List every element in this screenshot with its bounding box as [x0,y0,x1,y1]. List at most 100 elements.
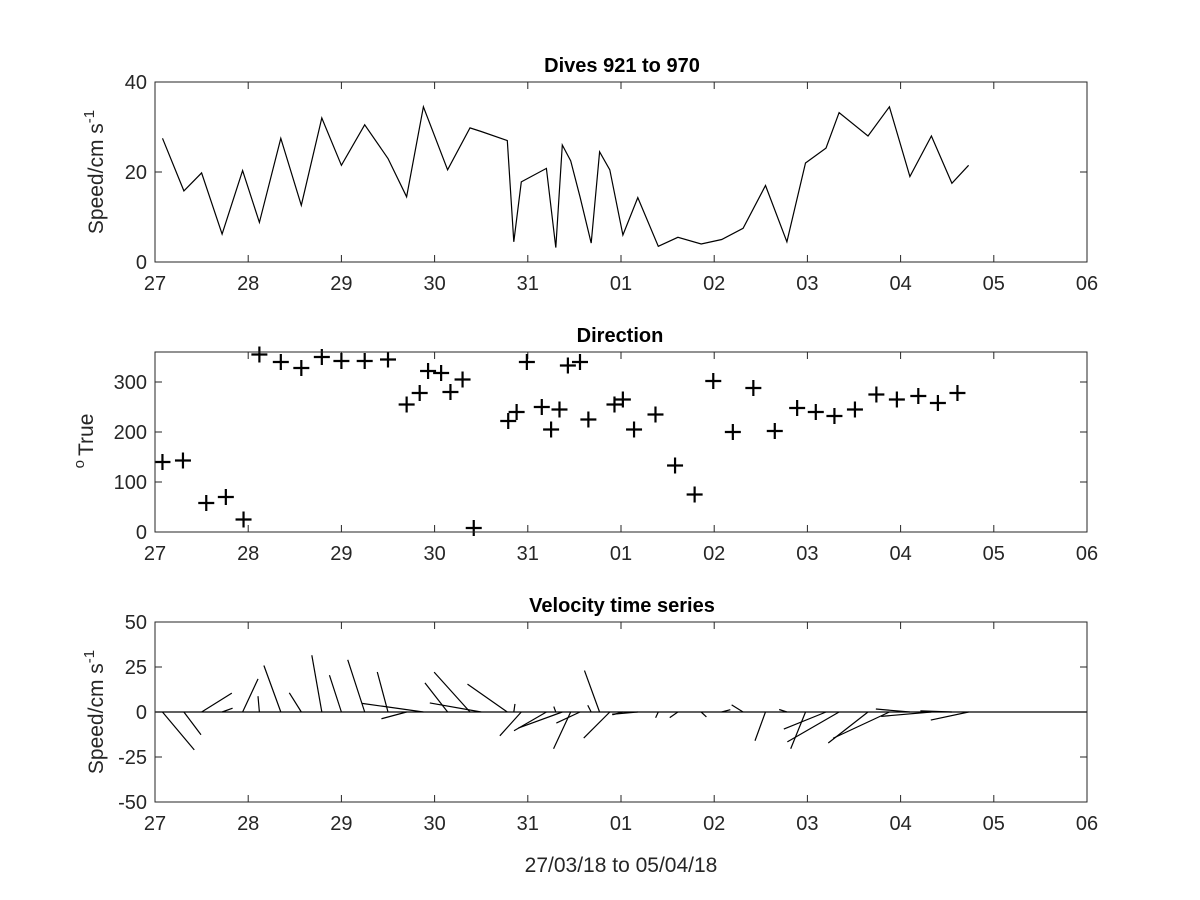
direction-point [380,351,396,368]
velocity-stick [721,709,731,713]
velocity-stick [183,711,202,736]
direction-point [807,404,824,420]
direction-point [551,401,568,418]
velocity-y-tick-label: -25 [118,747,147,769]
velocity-x-tick-label: 28 [237,813,259,835]
velocity-stick [288,692,302,713]
velocity-stick [875,708,910,713]
velocity-x-tick-label: 03 [796,813,818,835]
direction-point [293,360,310,376]
direction-point [647,406,664,423]
velocity-x-tick-label: 02 [703,813,725,835]
velocity-stick [518,711,563,729]
direction-point [251,346,268,363]
velocity-x-tick-label: 06 [1076,813,1098,835]
velocity-stick [832,711,890,739]
direction-point [442,384,459,400]
velocity-y-tick-label: 25 [125,657,147,679]
velocity-stick [263,665,282,713]
direction-x-tick-label: 29 [330,543,352,565]
velocity-stick [783,711,827,730]
direction-point [789,400,806,416]
direction-point [313,349,330,365]
direction-x-tick-label: 28 [237,543,259,565]
velocity-x-tick-label: 30 [423,813,445,835]
velocity-stick [513,703,516,713]
direction-point [356,353,373,369]
speed-x-tick-label: 01 [610,273,632,295]
direction-point [846,401,863,418]
velocity-stick [433,671,471,713]
direction-point [888,391,905,408]
velocity-stick [583,711,611,739]
direction-point [154,454,171,470]
direction-x-tick-label: 03 [796,543,818,565]
direction-point [433,365,450,381]
velocity-stick [920,710,952,713]
velocity-x-tick-label: 04 [889,813,911,835]
direction-point [606,396,623,413]
direction-point [910,388,927,404]
direction-point [508,404,525,420]
speed-y-tick-label: 40 [125,72,147,94]
velocity-stick [257,696,260,713]
speed-y-tick-label: 20 [125,162,147,184]
direction-point [559,357,576,374]
direction-point [667,457,684,474]
velocity-stick [881,711,932,717]
direction-point [868,386,885,403]
direction-point [580,411,597,428]
speed-x-tick-label: 27 [144,273,166,295]
velocity-stick [424,682,449,713]
direction-markers [154,346,966,536]
velocity-stick [700,711,707,718]
speed-x-tick-label: 05 [983,273,1005,295]
velocity-stick [201,692,233,713]
direction-point [724,424,741,440]
velocity-stick [556,711,581,724]
direction-x-tick-labels: 27 28 29 30 31 01 02 03 04 05 06 [144,543,1098,565]
direction-point [420,363,437,379]
direction-x-tick-label: 05 [983,543,1005,565]
panel-speed: Dives 921 to 970 Speed/cm s-1 27 28 29 30 31… [81,55,1098,295]
direction-axes-box [154,351,1088,533]
direction-point [543,421,560,438]
speed-axes-box [154,81,1088,263]
direction-point [614,391,631,408]
direction-y-tick-labels: 0 100 200 300 [114,372,147,544]
speed-x-tick-label: 02 [703,273,725,295]
velocity-stick [787,711,840,743]
velocity-x-tick-label: 05 [983,813,1005,835]
direction-point [949,385,966,401]
velocity-x-tick-label: 27 [144,813,166,835]
velocity-stick [347,659,366,713]
direction-ylabel: oTrue [71,414,98,469]
direction-x-tick-label: 04 [889,543,911,565]
velocity-stick [242,678,259,713]
speed-series-line [161,104,970,248]
velocity-stick [790,711,807,749]
direction-y-tick-label: 300 [114,372,147,394]
direction-ticks [154,352,1088,533]
direction-point [454,371,471,388]
direction-point [500,413,517,429]
velocity-y-tick-labels: -50 -25 0 25 50 [118,612,147,814]
direction-y-tick-label: 0 [136,522,147,544]
direction-y-tick-label: 100 [114,472,147,494]
direction-point [174,452,191,469]
speed-x-tick-label: 31 [517,273,539,295]
direction-point [198,495,215,511]
speed-x-tick-label: 03 [796,273,818,295]
x-axis-label: 27/03/18 to 05/04/18 [525,854,718,877]
velocity-stick [779,708,788,713]
speed-x-tick-labels: 27 28 29 30 31 01 02 03 04 05 06 [144,273,1098,295]
direction-y-tick-label: 200 [114,422,147,444]
speed-x-tick-label: 29 [330,273,352,295]
direction-x-tick-label: 02 [703,543,725,565]
direction-point [766,423,783,439]
velocity-x-tick-label: 29 [330,813,352,835]
direction-point [272,354,289,370]
direction-x-tick-label: 31 [517,543,539,565]
speed-x-tick-label: 28 [237,273,259,295]
